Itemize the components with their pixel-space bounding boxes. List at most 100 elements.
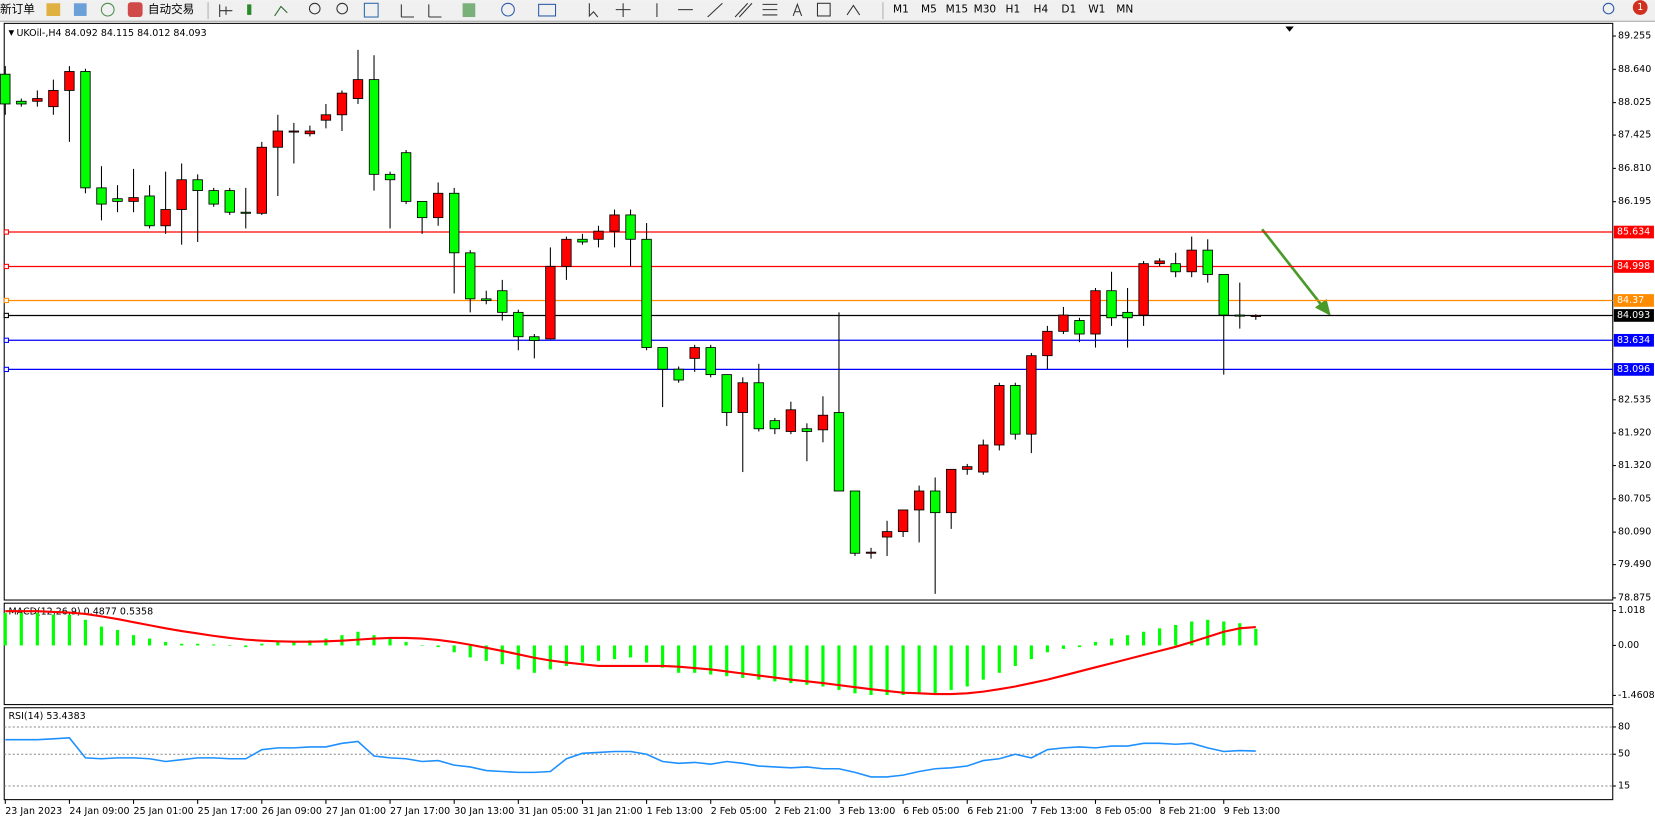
candle-body bbox=[817, 414, 829, 431]
shift-marker bbox=[1285, 26, 1294, 32]
candle-body bbox=[432, 192, 444, 219]
trendline-icon[interactable] bbox=[707, 2, 723, 18]
candle-body bbox=[128, 197, 139, 202]
macd-bar bbox=[661, 645, 665, 668]
zoom-out-icon[interactable] bbox=[336, 2, 349, 15]
macd-bar bbox=[1061, 645, 1066, 649]
candle-body bbox=[929, 490, 941, 514]
autoscroll-icon[interactable] bbox=[428, 4, 442, 18]
templates-icon[interactable] bbox=[538, 3, 557, 17]
candle-body bbox=[176, 179, 187, 210]
label-icon[interactable] bbox=[816, 2, 831, 17]
candle-body bbox=[1138, 263, 1149, 316]
text-icon[interactable] bbox=[792, 2, 803, 17]
candle-icon[interactable] bbox=[247, 4, 252, 15]
icon[interactable] bbox=[46, 3, 61, 16]
cursor-icon[interactable] bbox=[588, 3, 599, 18]
timeframe-button[interactable]: M1 bbox=[893, 4, 909, 16]
macd-bar bbox=[869, 645, 873, 696]
timeframe-button[interactable]: M5 bbox=[921, 4, 937, 16]
rsi-name: RSI(14) bbox=[8, 711, 43, 722]
candle-body bbox=[657, 347, 668, 370]
macd-bar bbox=[965, 645, 969, 687]
tile-icon[interactable] bbox=[363, 2, 379, 18]
level-price-box bbox=[1613, 260, 1654, 273]
x-tick-label: 31 Jan 21:00 bbox=[582, 806, 642, 817]
indicators-icon[interactable] bbox=[462, 3, 476, 18]
crosshair-icon[interactable] bbox=[615, 3, 631, 18]
candle-body bbox=[962, 466, 973, 470]
candle-body bbox=[913, 490, 925, 511]
toolbar: 新订单 自动交易 M1 M5 M15 M30 H1 H4 D1 W1 MN 1 bbox=[0, 0, 1655, 22]
candle-body bbox=[801, 428, 813, 432]
macd-bar bbox=[981, 645, 985, 680]
candle-body bbox=[64, 71, 75, 91]
zoom-in-icon[interactable] bbox=[308, 2, 321, 15]
candle-body bbox=[1010, 385, 1021, 435]
timeframe-button[interactable]: M30 bbox=[974, 4, 997, 16]
icon[interactable] bbox=[73, 3, 87, 16]
timeframe-button[interactable]: M15 bbox=[946, 4, 969, 16]
level-price-box bbox=[1613, 333, 1654, 347]
candle-body bbox=[96, 187, 107, 205]
candle-body bbox=[1026, 355, 1037, 435]
timeframe-button[interactable]: H4 bbox=[1034, 4, 1049, 16]
macd-bar bbox=[276, 642, 280, 646]
macd-bar bbox=[853, 645, 857, 694]
candle-body bbox=[849, 490, 861, 554]
level-handle bbox=[3, 366, 9, 373]
candle-body bbox=[994, 385, 1005, 446]
auto-trading-icon[interactable] bbox=[127, 2, 143, 18]
timeframe-button[interactable]: H1 bbox=[1006, 4, 1021, 16]
fibo-icon[interactable] bbox=[762, 3, 778, 16]
timeframe-button[interactable]: W1 bbox=[1088, 4, 1105, 16]
macd-bar bbox=[228, 645, 232, 646]
level-price-box bbox=[1613, 309, 1654, 322]
periods-icon[interactable] bbox=[501, 2, 515, 17]
x-tick-label: 1 Feb 13:00 bbox=[647, 806, 703, 817]
candle-body bbox=[865, 551, 877, 554]
macd-bar bbox=[1029, 645, 1033, 660]
candle-body bbox=[561, 238, 572, 267]
macd-bar bbox=[693, 645, 697, 673]
shapes-icon[interactable] bbox=[846, 4, 861, 16]
candle-body bbox=[112, 198, 123, 202]
candle-body bbox=[1042, 330, 1053, 357]
bar-chart-icon[interactable] bbox=[219, 4, 233, 18]
x-tick-label: 25 Jan 01:00 bbox=[134, 806, 194, 817]
level-price-label: 83.634 bbox=[1617, 335, 1650, 346]
y-tick-label: 81.320 bbox=[1618, 460, 1651, 471]
macd-bar bbox=[757, 645, 761, 680]
timeframe-button[interactable]: MN bbox=[1116, 4, 1133, 16]
level-handle bbox=[3, 263, 9, 270]
macd-bar bbox=[677, 645, 681, 673]
macd-bar bbox=[773, 645, 777, 682]
icon[interactable] bbox=[100, 2, 115, 17]
macd-bar bbox=[564, 645, 569, 666]
rsi-header: RSI(14) 53.4383 bbox=[8, 711, 85, 722]
channel-icon[interactable] bbox=[734, 2, 753, 18]
y-tick-label: 81.920 bbox=[1618, 428, 1651, 439]
macd-bar bbox=[1158, 628, 1162, 646]
y-tick-label: 87.425 bbox=[1618, 130, 1651, 141]
y-tick-label: 88.025 bbox=[1618, 97, 1651, 108]
candle-body bbox=[1186, 249, 1197, 273]
line-icon[interactable] bbox=[274, 5, 288, 17]
macd-bar bbox=[1013, 645, 1017, 666]
shift-icon[interactable] bbox=[400, 4, 415, 18]
macd-bar bbox=[83, 619, 88, 646]
new-order-button[interactable]: 新订单 bbox=[0, 2, 35, 16]
level-price-label: 83.096 bbox=[1617, 364, 1650, 375]
candle-body bbox=[160, 209, 171, 227]
macd-bar bbox=[1222, 621, 1226, 646]
macd-bar bbox=[917, 645, 921, 694]
timeframe-button[interactable]: D1 bbox=[1061, 4, 1076, 16]
y-tick-label: 82.535 bbox=[1618, 394, 1651, 405]
notification-badge[interactable] bbox=[1632, 0, 1648, 15]
auto-trading-button[interactable]: 自动交易 bbox=[148, 2, 194, 16]
level-price-label: 85.634 bbox=[1617, 227, 1650, 238]
search-icon[interactable] bbox=[1602, 2, 1615, 15]
macd-bar bbox=[741, 645, 745, 678]
macd-bar bbox=[837, 645, 841, 690]
